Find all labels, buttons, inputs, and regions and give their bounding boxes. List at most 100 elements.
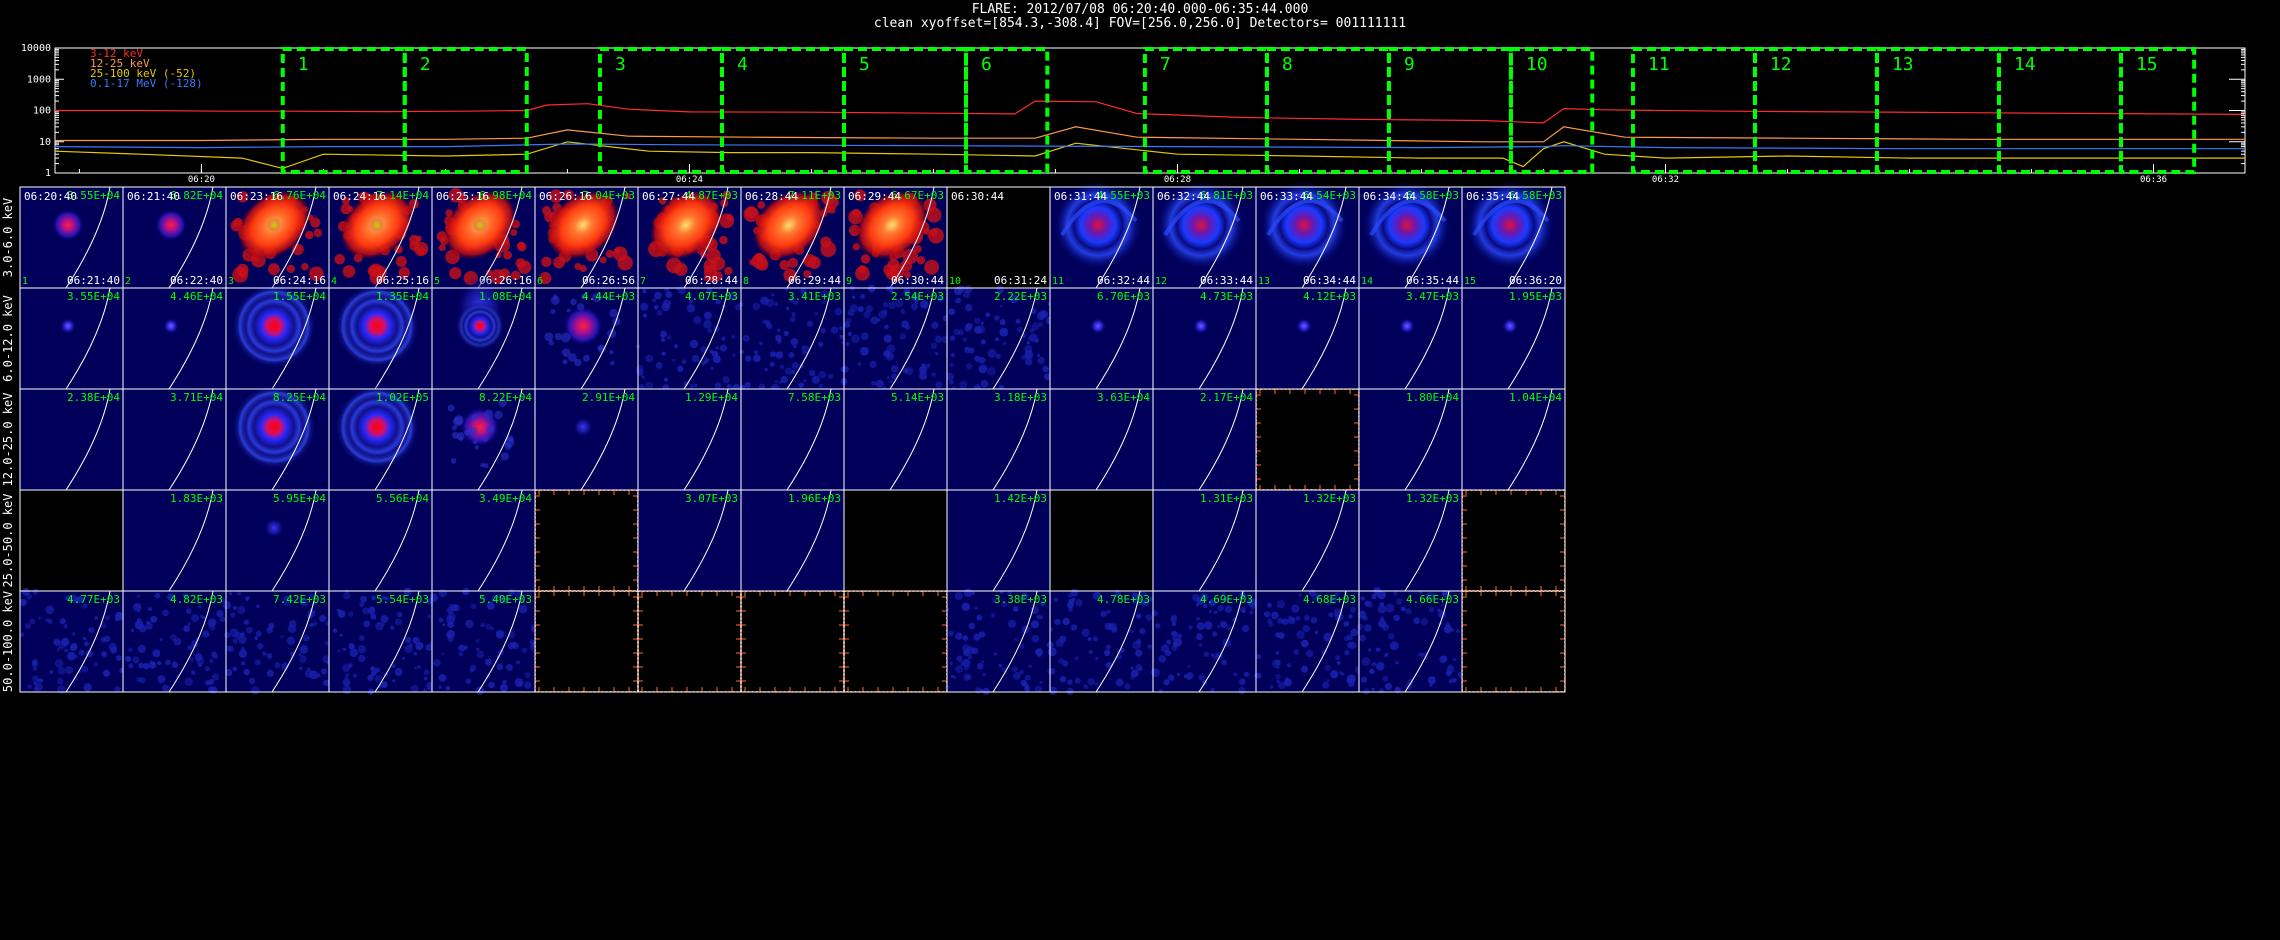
noise-speck: [937, 295, 944, 302]
noise-speck: [1329, 670, 1339, 679]
noise-speck: [1120, 647, 1125, 653]
noise-speck: [319, 614, 327, 622]
solar-limb: [992, 489, 1038, 592]
noise-speck: [957, 329, 964, 336]
noise-speck: [1349, 641, 1357, 650]
noise-speck: [1441, 590, 1449, 597]
tile-interval-number: 15: [1464, 276, 1476, 287]
noise-speck: [159, 638, 163, 642]
noise-speck: [1105, 661, 1113, 669]
solar-limb: [477, 186, 523, 289]
noise-speck: [1124, 683, 1131, 690]
noise-speck: [1334, 592, 1339, 597]
noise-speck: [82, 603, 88, 609]
noise-speck: [1155, 623, 1161, 629]
interval-box: [963, 47, 1050, 174]
noise-speck: [423, 688, 427, 693]
noise-speck: [1385, 603, 1395, 613]
image-tile: [1255, 388, 1360, 491]
noise-speck: [1075, 599, 1083, 607]
tile-peak-value: 5.14E+03: [891, 391, 944, 404]
legend-entry: 12-25 keV: [90, 57, 150, 70]
noise-speck: [1393, 614, 1401, 622]
solar-limb: [786, 287, 832, 390]
noise-speck: [1067, 679, 1073, 685]
noise-speck: [592, 292, 602, 303]
noise-speck: [642, 289, 647, 294]
noise-speck: [976, 614, 983, 621]
noise-speck: [299, 645, 309, 654]
source-blob: [52, 209, 84, 241]
noise-speck: [1187, 664, 1191, 668]
noise-speck: [497, 594, 502, 599]
solar-limb: [1404, 489, 1450, 592]
tile-peak-value: 3.55E+04: [67, 290, 120, 303]
noise-speck: [1074, 656, 1079, 661]
noise-speck: [189, 656, 195, 662]
tile-background: [1050, 389, 1153, 490]
noise-speck: [44, 617, 49, 622]
tile-peak-value: 3.71E+04: [170, 391, 223, 404]
noise-speck: [1195, 633, 1203, 641]
noise-speck: [232, 666, 238, 672]
tile-peak-value: 6.54E+03: [1303, 189, 1356, 202]
noise-speck: [888, 301, 896, 310]
noise-speck: [486, 601, 495, 610]
noise-speck: [1148, 597, 1153, 602]
noise-speck: [1014, 637, 1018, 641]
noise-speck: [1106, 609, 1111, 614]
noise-speck: [254, 636, 259, 640]
fire-speck: [341, 196, 350, 205]
noise-speck: [401, 656, 406, 660]
noise-speck: [73, 676, 79, 681]
noise-speck: [1405, 608, 1412, 615]
interval-box: [402, 47, 529, 174]
noise-speck: [999, 590, 1004, 595]
noise-speck: [463, 645, 468, 650]
noise-speck: [930, 342, 938, 350]
tile-background: [432, 490, 535, 591]
solar-limb: [992, 287, 1038, 390]
noise-speck: [1176, 672, 1181, 677]
noise-speck: [78, 649, 85, 656]
interval-label: 11: [1648, 54, 1670, 75]
noise-speck: [665, 291, 673, 299]
noise-speck: [962, 658, 971, 667]
noise-speck: [1243, 671, 1250, 677]
noise-speck: [808, 369, 816, 377]
noise-speck: [114, 686, 121, 693]
fire-speck: [301, 262, 309, 271]
noise-speck: [742, 334, 750, 342]
fire-speck: [887, 258, 900, 271]
noise-speck: [447, 404, 455, 412]
fire-speck: [726, 214, 733, 221]
series-line: [55, 100, 2246, 124]
tile-start-time: 06:33:44: [1260, 190, 1313, 203]
noise-speck: [1420, 617, 1429, 626]
solar-limb: [786, 186, 832, 289]
noise-speck: [1305, 649, 1314, 658]
fire-speck: [415, 235, 422, 242]
spiral-arm: [1266, 199, 1344, 237]
noise-speck: [1361, 657, 1371, 666]
noise-speck: [964, 346, 971, 354]
noise-speck: [374, 667, 381, 673]
noise-speck: [243, 668, 250, 676]
noise-speck: [1142, 599, 1150, 607]
noise-speck: [548, 340, 554, 346]
tile-interval-number: 6: [537, 276, 543, 287]
noise-speck: [484, 658, 493, 666]
noise-speck: [134, 620, 144, 630]
image-tile: 06:30:44 06:31:24 10: [946, 186, 1051, 289]
interval-box: [1386, 47, 1513, 174]
tile-interval-number: 7: [640, 276, 646, 287]
tile-background: [741, 591, 844, 692]
interval-label: 2: [420, 54, 431, 75]
tile-peak-value: 2.22E+03: [994, 290, 1047, 303]
noise-speck: [1087, 637, 1092, 642]
tile-peak-value: 1.31E+03: [1200, 492, 1253, 505]
noise-speck: [370, 606, 375, 611]
noise-speck: [1042, 365, 1049, 373]
noise-speck: [211, 651, 218, 658]
